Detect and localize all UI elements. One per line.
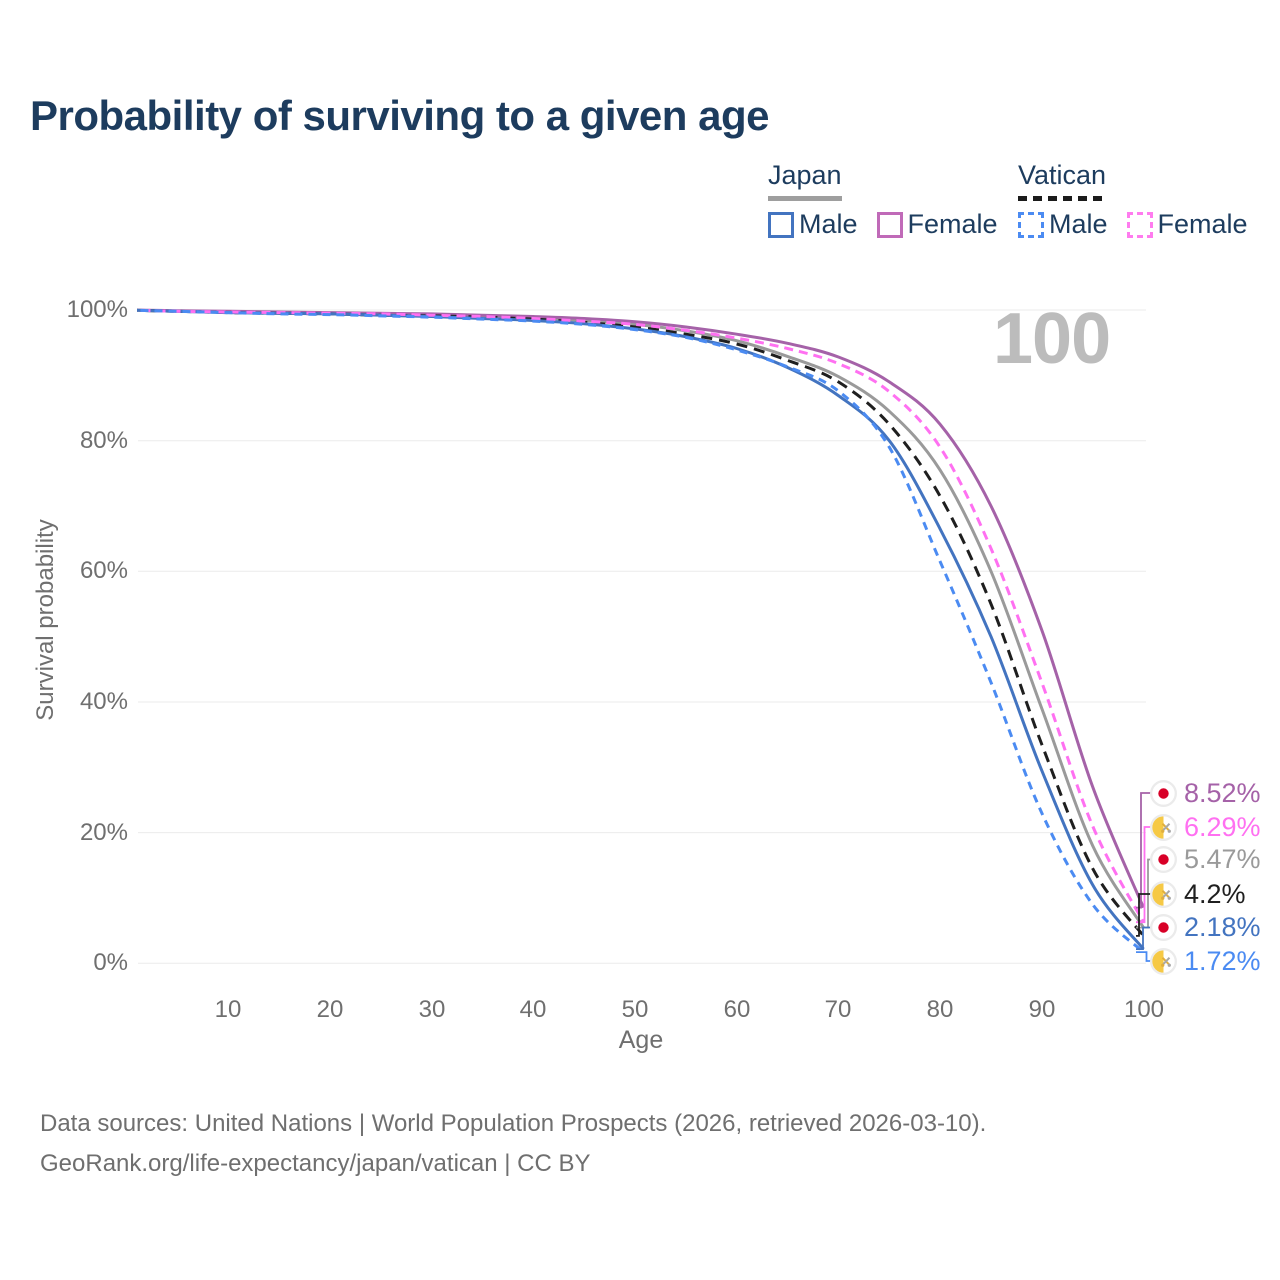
legend-japan-female[interactable]: Female bbox=[876, 209, 998, 240]
legend-japan-male[interactable]: Male bbox=[768, 209, 858, 240]
end-label-value: 1.72% bbox=[1184, 945, 1261, 976]
end-label-value: 2.18% bbox=[1184, 912, 1261, 942]
leader-line bbox=[1136, 926, 1151, 950]
footer-sources: Data sources: United Nations | World Pop… bbox=[40, 1110, 987, 1137]
y-axis-tick-80: 80% bbox=[79, 427, 128, 454]
x-axis-tick-80: 80 bbox=[926, 996, 954, 1023]
x-axis-tick-90: 90 bbox=[1028, 996, 1056, 1023]
legend-vatican-female[interactable]: Female bbox=[1126, 209, 1248, 240]
x-axis-tick-70: 70 bbox=[824, 996, 852, 1023]
legend-japan-underline bbox=[768, 196, 842, 201]
x-axis-tick-10: 10 bbox=[214, 996, 242, 1023]
x-axis-tick-40: 40 bbox=[519, 996, 547, 1023]
legend-vatican-male-label: Male bbox=[1049, 209, 1108, 239]
series-line-japan-male bbox=[137, 308, 1145, 951]
footer-link[interactable]: GeoRank.org/life-expectancy/japan/vatica… bbox=[40, 1150, 591, 1177]
end-label-japan-male: 2.18% bbox=[1150, 912, 1261, 942]
end-label-value: 8.52% bbox=[1184, 777, 1261, 808]
series-line-vatican bbox=[137, 308, 1145, 937]
legend-group-vatican: Vatican Male Female bbox=[1018, 160, 1248, 240]
vatican-female-swatch bbox=[1126, 211, 1153, 238]
y-axis-title: Survival probability bbox=[32, 519, 59, 721]
legend-vatican-underline bbox=[1018, 196, 1106, 201]
y-axis-tick-40: 40% bbox=[79, 688, 128, 715]
leader-line bbox=[1136, 893, 1151, 937]
end-label-value: 6.29% bbox=[1184, 811, 1261, 842]
legend-vatican-male[interactable]: Male bbox=[1018, 209, 1108, 240]
x-axis-tick-100: 100 bbox=[1123, 996, 1165, 1023]
x-axis-tick-30: 30 bbox=[418, 996, 446, 1023]
japan-flag-icon bbox=[1150, 779, 1177, 807]
end-label-vatican-male: 1.72% bbox=[1150, 945, 1261, 976]
legend-japan-header[interactable]: Japan bbox=[768, 160, 842, 190]
y-axis-tick-20: 20% bbox=[79, 819, 128, 846]
vatican-flag-icon bbox=[1150, 947, 1177, 975]
japan-male-swatch bbox=[768, 211, 794, 238]
legend-vatican-female-label: Female bbox=[1157, 209, 1248, 239]
legend-vatican-header[interactable]: Vatican bbox=[1018, 160, 1107, 190]
leader-line bbox=[1136, 951, 1151, 962]
series-line-japan bbox=[137, 308, 1145, 929]
vatican-male-swatch bbox=[1018, 211, 1044, 238]
end-label-japan-female: 8.52% bbox=[1150, 777, 1261, 808]
series-line-japan-female bbox=[137, 308, 1145, 909]
x-axis-title: Age bbox=[618, 1026, 664, 1054]
x-axis-tick-20: 20 bbox=[316, 996, 344, 1023]
legend-japan-female-label: Female bbox=[907, 209, 998, 239]
chart-title: Probability of surviving to a given age bbox=[30, 92, 769, 139]
japan-female-swatch bbox=[876, 211, 903, 238]
series-line-vatican-female bbox=[137, 308, 1145, 923]
x-axis-tick-50: 50 bbox=[621, 996, 649, 1023]
japan-flag-icon bbox=[1150, 914, 1177, 941]
y-axis-tick-0: 0% bbox=[93, 949, 128, 976]
japan-flag-icon bbox=[1150, 846, 1177, 873]
end-label-vatican-both: 4.2% bbox=[1150, 878, 1246, 909]
end-label-value: 4.2% bbox=[1184, 878, 1246, 909]
end-label-vatican-female: 6.29% bbox=[1150, 811, 1261, 842]
legend-japan-male-label: Male bbox=[799, 209, 858, 239]
legend-group-japan: Japan Male Female bbox=[768, 160, 998, 240]
end-label-japan-both: 5.47% bbox=[1150, 844, 1261, 874]
end-label-value: 5.47% bbox=[1184, 844, 1261, 874]
series-line-vatican-male bbox=[137, 308, 1145, 954]
vatican-flag-icon bbox=[1150, 813, 1177, 841]
age-watermark: 100 bbox=[993, 299, 1111, 379]
leader-line bbox=[1136, 826, 1151, 924]
vatican-flag-icon bbox=[1150, 880, 1177, 908]
x-axis-tick-60: 60 bbox=[723, 996, 751, 1023]
y-axis-tick-100: 100% bbox=[66, 296, 128, 323]
y-axis-tick-60: 60% bbox=[79, 557, 128, 584]
